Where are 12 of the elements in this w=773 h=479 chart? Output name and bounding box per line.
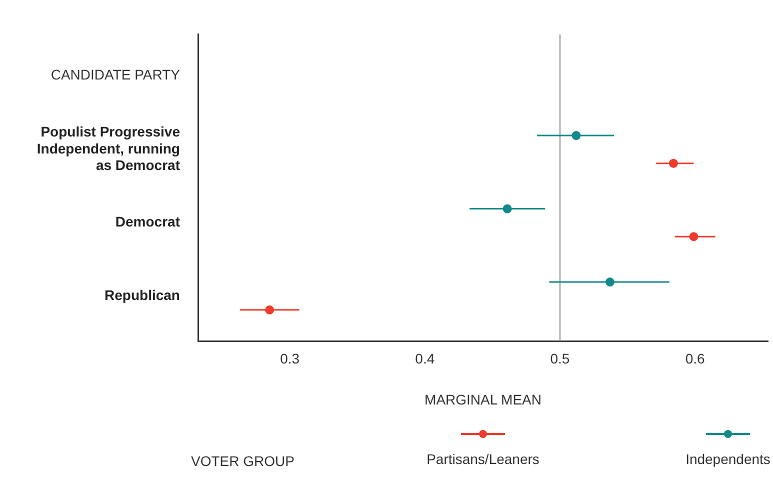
x-tick-label: 0.5: [550, 350, 570, 367]
y-tick-label: Democrat: [115, 214, 180, 230]
y-tick-label: Republican: [104, 286, 180, 303]
legend-label: Independents: [686, 451, 770, 467]
x-tick-label: 0.4: [415, 350, 435, 367]
x-tick-label: 0.3: [280, 350, 300, 367]
x-axis-title: MARGINAL MEAN: [424, 391, 542, 408]
y-tick-label: Populist Progressive Independent, running as Democrat: [36, 123, 180, 174]
legend-title: VOTER GROUP: [191, 453, 294, 469]
legend-label: Partisans/Leaners: [426, 451, 540, 467]
y-axis-title: CANDIDATE PARTY: [50, 66, 181, 82]
x-tick-label: 0.6: [685, 350, 706, 367]
